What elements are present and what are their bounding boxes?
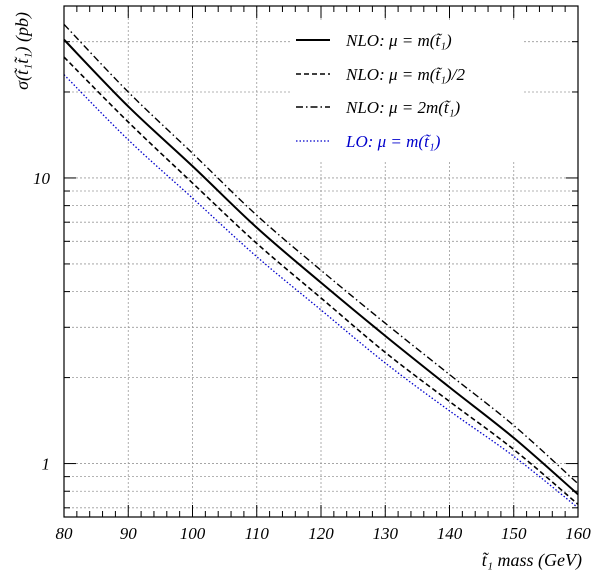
y-tick-label: 10 xyxy=(33,169,51,188)
x-tick-label: 120 xyxy=(308,524,334,543)
x-tick-label: 80 xyxy=(56,524,74,543)
y-tick-label: 1 xyxy=(42,455,51,474)
x-tick-label: 110 xyxy=(245,524,270,543)
x-tick-label: 100 xyxy=(180,524,206,543)
y-axis-title: σ(t̃₁t̃₁) (pb) xyxy=(12,12,33,90)
series-line-4 xyxy=(63,74,579,509)
legend-background xyxy=(290,20,522,160)
legend-label-2: NLO: μ = m(t̃₁)/2 xyxy=(345,65,465,84)
x-tick-label: 130 xyxy=(373,524,399,543)
series-line-2 xyxy=(63,56,579,505)
x-tick-label: 150 xyxy=(501,524,527,543)
x-tick-label: 90 xyxy=(120,524,138,543)
data-series xyxy=(63,23,579,509)
legend-label-4: LO: μ = m(t̃₁) xyxy=(345,132,441,151)
series-line-3 xyxy=(63,23,579,485)
legend-label-1: NLO: μ = m(t̃₁) xyxy=(345,31,452,50)
legend: NLO: μ = m(t̃₁) NLO: μ = m(t̃₁)/2 NLO: μ =… xyxy=(290,20,522,160)
plot-frame xyxy=(63,5,579,518)
x-tick-label: 140 xyxy=(437,524,463,543)
x-axis-title: t̃₁ mass (GeV) xyxy=(482,550,582,571)
x-tick-label: 160 xyxy=(565,524,591,543)
series-line-1 xyxy=(63,38,579,496)
legend-label-3: NLO: μ = 2m(t̃₁) xyxy=(345,98,461,117)
